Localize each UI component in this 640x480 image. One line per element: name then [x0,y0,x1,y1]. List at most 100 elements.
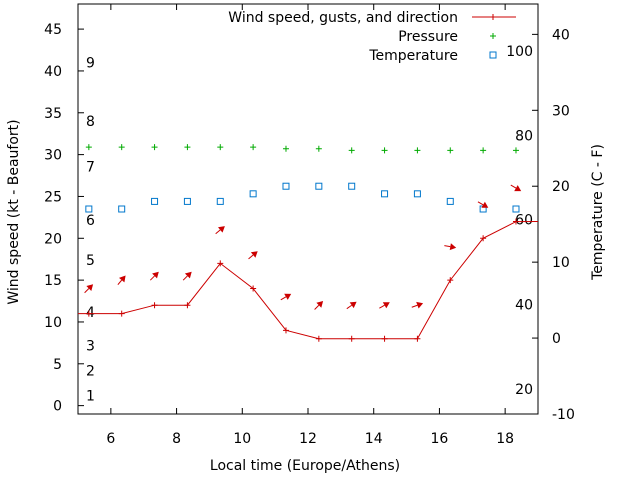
wind-arrow [182,271,192,281]
pressure-point [414,147,421,154]
wind-speed-point [414,335,421,342]
wind-arrow-shaft [411,304,418,308]
beaufort-labels: 1 2 3 4 5 6 7 8 9 [86,56,95,405]
pressure-point [282,145,289,152]
x-tick-label: 6 [106,431,115,447]
left-axis-ticks: 0 5 10 15 20 25 30 35 40 45 [44,22,84,415]
beaufort-label: 6 [86,213,95,229]
x-tick-label: 8 [172,431,181,447]
pressure-point [217,144,224,151]
legend-label-wind: Wind speed, gusts, and direction [228,10,458,26]
legend-label-pressure: Pressure [398,29,458,45]
wind-arrow [346,301,357,310]
temperature-point [151,197,159,205]
left-tick-label: 5 [53,357,62,373]
wind-arrow-head [86,284,94,291]
wind-speed-point [480,235,487,242]
wind-arrow-head [184,271,192,279]
wind-arrow-head [218,226,225,233]
wind-speed-point [447,277,454,284]
wind-arrow [280,293,292,301]
wind-arrow-head [284,293,292,300]
right-tick-label: 40 [552,27,570,43]
wind-arrow [477,201,489,208]
legend-marker-wind [490,14,496,20]
wind-arrow-head [349,301,357,309]
left-tick-label: 25 [44,189,62,205]
x-tick-label: 16 [431,431,449,447]
wind-arrow-shaft [510,184,517,189]
temperature-point [512,205,520,213]
wind-arrow-shaft [215,229,221,235]
fahrenheit-labels: 20 40 60 80 100 [506,44,533,398]
left-tick-label: 0 [53,399,62,415]
wind-speed-point [184,302,191,309]
wind-arrow-head [514,185,522,192]
pressure-point [250,144,257,151]
x-tick-label: 18 [496,431,514,447]
wind-arrow-head [481,201,489,208]
wind-arrow-shaft [346,304,352,310]
wind-arrow-shaft [248,254,254,260]
temperature-point [183,197,191,205]
pressure-point [348,147,355,154]
wind-speed-point [315,335,322,342]
wind-arrow-head [449,243,457,251]
plot-border [77,3,539,415]
temperature-point [85,205,93,213]
fahrenheit-label: 60 [515,213,533,229]
wind-arrow-shaft [117,279,123,286]
left-axis-label: Wind speed (kt - Beaufort) [6,119,22,304]
wind-speed-point [151,302,158,309]
beaufort-label: 8 [86,114,95,130]
wind-arrow-shaft [314,304,320,310]
temperature-point [282,182,290,190]
wind-arrow-shaft [84,288,90,294]
pressure-point [118,144,125,151]
temperature-point [413,190,421,198]
wind-arrow [411,301,424,309]
temperature-point [249,190,257,198]
wind-arrow [215,226,225,235]
x-axis-label: Local time (Europe/Athens) [210,458,400,474]
pressure-point [480,147,487,154]
wind-direction-arrows [84,184,522,310]
right-tick-label: 0 [552,331,561,347]
wind-arrow-shaft [477,201,484,206]
wind-arrow-head [152,271,159,279]
beaufort-label: 5 [86,253,95,269]
right-axis-label: Temperature (C - F) [590,144,606,281]
wind-arrow-head [382,302,390,309]
pressure-point [184,144,191,151]
temperature-point [315,182,323,190]
wind-speed-point [250,285,257,292]
legend-marker-temperature [489,51,497,59]
right-axis-ticks: -10 0 10 20 30 40 [532,27,575,423]
beaufort-label: 3 [86,338,95,354]
wind-speed-point [348,335,355,342]
wind-speed-point [118,310,125,317]
right-tick-label: 30 [552,103,570,119]
temperature-point [216,197,224,205]
wind-arrow [510,184,522,192]
wind-arrow [379,302,390,309]
fahrenheit-label: 20 [515,382,533,398]
wind-arrow [117,275,126,286]
legend-label-temperature: Temperature [368,48,458,64]
pressure-point [315,145,322,152]
fahrenheit-label: 80 [515,128,533,144]
left-tick-label: 10 [44,315,62,331]
temperature-point [118,205,126,213]
pressure-point [381,147,388,154]
pressure-point [85,144,92,151]
legend-marker-pressure [490,33,496,39]
beaufort-label: 7 [86,159,95,175]
beaufort-label: 9 [86,56,95,72]
fahrenheit-label: 100 [506,44,533,60]
wind-arrow-shaft [182,275,188,281]
wind-arrow-head [316,301,324,308]
wind-arrow [444,243,457,251]
x-tick-label: 12 [299,431,317,447]
legend: Wind speed, gusts, and direction Pressur… [228,10,516,64]
wind-arrow-shaft [444,245,451,248]
